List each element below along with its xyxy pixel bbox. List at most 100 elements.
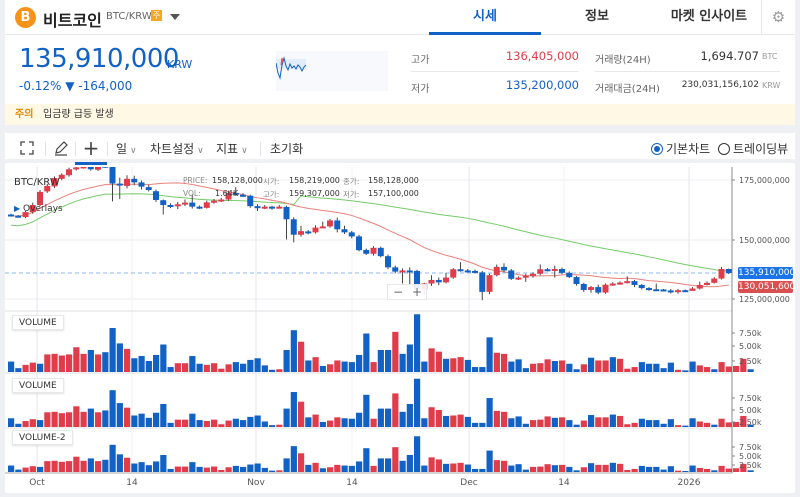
volume-24h-label: 거래량(24H) xyxy=(595,55,651,66)
chevron-down-icon: ∨ xyxy=(241,146,248,156)
chart-toolbar: + 일 ∨ 차트설정 ∨ 지표 ∨ 초기화 기본차트 트레이딩뷰 xyxy=(5,133,795,165)
svg-text:7.50k: 7.50k xyxy=(739,394,762,403)
coin-dropdown-caret-icon[interactable] xyxy=(170,14,180,20)
svg-text:2.50k: 2.50k xyxy=(739,357,762,366)
divider xyxy=(411,71,579,72)
low-value: 135,200,000 xyxy=(505,78,579,92)
divider xyxy=(107,142,108,156)
main-tabs: 시세 정보 마켓 인사이트 xyxy=(429,0,765,35)
zoom-out-button[interactable]: − xyxy=(393,285,404,299)
current-price: 135,910,000 xyxy=(19,44,179,74)
tab-info[interactable]: 정보 xyxy=(585,9,609,24)
radio-unchecked-icon xyxy=(718,143,730,155)
coin-pair: BTC/KRW xyxy=(106,11,152,22)
bitcoin-icon: B xyxy=(15,7,36,28)
divider xyxy=(45,142,46,156)
svg-text:Oct: Oct xyxy=(29,478,45,488)
indicators-label: 지표 xyxy=(216,142,239,156)
overlays-toggle[interactable]: ▶ Overlays xyxy=(14,204,63,214)
legend-price-label: PRICE: xyxy=(183,176,208,185)
legend-vol-label: VOL: xyxy=(183,189,201,198)
svg-text:175,000,000: 175,000,000 xyxy=(739,176,790,185)
coin-name[interactable]: 비트코인 xyxy=(43,11,102,30)
svg-text:5.00k: 5.00k xyxy=(739,406,762,415)
pencil-icon[interactable] xyxy=(49,138,73,158)
legend-close-value: 158,128,000 xyxy=(368,176,419,185)
volume-pane-label: VOLUME xyxy=(12,378,64,393)
legend-low-value: 157,100,000 xyxy=(368,189,419,198)
mini-sparkline xyxy=(275,51,388,91)
radio-checked-icon xyxy=(651,143,663,155)
radio-basic-chart[interactable]: 기본차트 xyxy=(651,140,710,157)
notice-text[interactable]: 입금량 급등 발생 xyxy=(43,109,114,120)
trading-page: B 비트코인 BTC/KRW 주 시세 정보 마켓 인사이트 ⚙ 135,910… xyxy=(5,0,795,493)
svg-text:Nov: Nov xyxy=(247,478,265,488)
legend-high-value: 159,307,000 xyxy=(289,189,340,198)
volume2-pane-label: VOLUME-2 xyxy=(12,430,73,445)
tab-market-insight[interactable]: 마켓 인사이트 xyxy=(670,9,748,24)
legend-open-label: 시가: xyxy=(263,177,280,186)
period-label: 일 xyxy=(116,142,128,156)
price-chart[interactable]: 175,000,000 150,000,000 125,000,000 7.50k 5.… xyxy=(5,162,796,493)
price-unit: KRW xyxy=(167,58,193,71)
notice-label: 주의 xyxy=(15,109,34,120)
amount-24h-label: 거래대금(24H) xyxy=(595,84,660,95)
svg-text:2.50k: 2.50k xyxy=(739,418,762,427)
chart-canvas[interactable]: 175,000,000150,000,000125,000,0007.50k5.… xyxy=(5,162,795,493)
ma-price-tag: 130,051,600 xyxy=(738,281,796,293)
divider xyxy=(5,125,795,133)
volume-24h-value: 1,694.707 xyxy=(700,49,759,63)
divider xyxy=(595,71,780,72)
radio-trading-view[interactable]: 트레이딩뷰 xyxy=(718,140,788,157)
zoom-in-button[interactable]: + xyxy=(412,285,423,299)
legend-price-value: 158,128,000 xyxy=(212,176,263,185)
divider xyxy=(75,142,76,156)
crosshair-icon[interactable]: + xyxy=(75,138,107,165)
volume-24h-unit: BTC xyxy=(762,52,778,61)
svg-text:125,000,000: 125,000,000 xyxy=(739,295,790,304)
svg-text:14: 14 xyxy=(558,478,570,488)
current-price-tag: 135,910,000 xyxy=(738,267,796,279)
warning-badge: 주 xyxy=(151,10,162,21)
amount-24h-unit: KRW xyxy=(762,81,781,90)
divider xyxy=(260,142,261,156)
chevron-down-icon: ∨ xyxy=(197,146,204,156)
legend-high-label: 고가: xyxy=(263,190,280,199)
header-bar: B 비트코인 BTC/KRW 주 시세 정보 마켓 인사이트 ⚙ xyxy=(5,0,795,35)
amount-24h-value: 230,031,156,102 xyxy=(681,80,759,90)
chevron-down-icon: ∨ xyxy=(130,146,137,156)
high-value: 136,405,000 xyxy=(505,49,579,63)
zoom-controls: − + xyxy=(387,284,427,300)
period-menu[interactable]: 일 ∨ xyxy=(116,140,137,157)
radio-trading-label: 트레이딩뷰 xyxy=(733,142,789,156)
chart-settings-menu[interactable]: 차트설정 ∨ xyxy=(150,140,204,157)
overlays-label: Overlays xyxy=(23,204,63,214)
price-change: -0.12% ▼ -164,000 xyxy=(19,79,133,93)
low-label: 저가 xyxy=(411,84,430,95)
tab-quote[interactable]: 시세 xyxy=(429,0,541,35)
svg-text:2.50k: 2.50k xyxy=(739,461,762,470)
svg-text:7.50k: 7.50k xyxy=(739,443,762,452)
svg-text:5.00k: 5.00k xyxy=(739,342,762,351)
volume-pane-label: VOLUME xyxy=(12,315,64,330)
legend-vol-value: 1.64K xyxy=(215,189,239,198)
high-label: 고가 xyxy=(411,55,430,66)
reset-button[interactable]: 초기화 xyxy=(270,142,304,156)
notice-banner: 주의 입금량 급등 발생 xyxy=(5,104,795,125)
legend-open-value: 158,219,000 xyxy=(289,176,340,185)
gear-icon[interactable]: ⚙ xyxy=(761,0,795,35)
legend-low-label: 저가: xyxy=(343,190,360,199)
chart-settings-label: 차트설정 xyxy=(150,142,195,156)
indicators-menu[interactable]: 지표 ∨ xyxy=(216,140,248,157)
radio-basic-label: 기본차트 xyxy=(666,142,711,156)
legend-close-label: 종가: xyxy=(343,177,360,186)
svg-text:Dec: Dec xyxy=(460,478,477,488)
chart-symbol-label: BTC/KRW xyxy=(14,177,60,188)
svg-text:14: 14 xyxy=(346,478,358,488)
svg-text:5.00k: 5.00k xyxy=(739,452,762,461)
svg-text:7.50k: 7.50k xyxy=(739,329,762,338)
svg-text:2026: 2026 xyxy=(678,478,701,488)
svg-text:150,000,000: 150,000,000 xyxy=(739,236,790,245)
fullscreen-icon[interactable] xyxy=(15,138,39,158)
svg-text:14: 14 xyxy=(126,478,138,488)
